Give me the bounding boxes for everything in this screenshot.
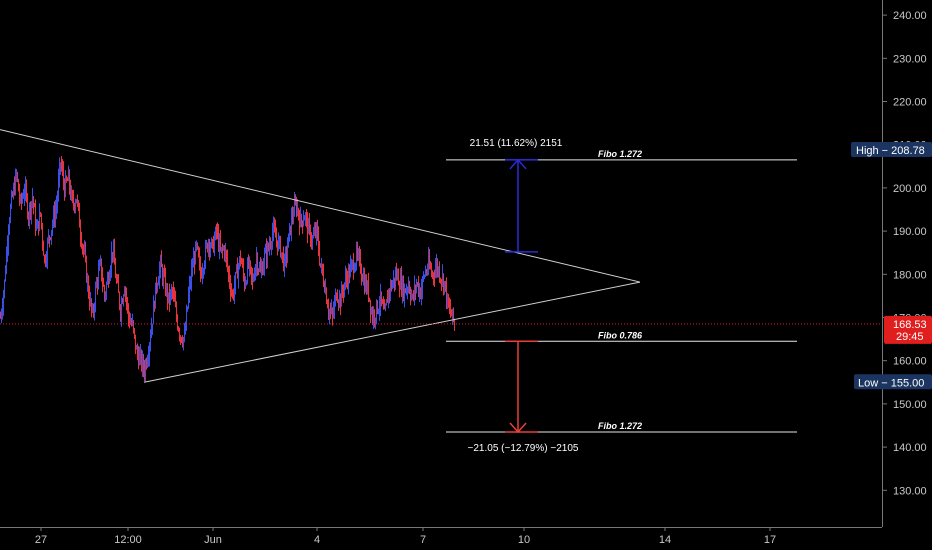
y-tick-label: 150.00 (893, 399, 927, 411)
y-tick-label: 220.00 (893, 97, 927, 109)
high-badge-label: High − 208.78 (856, 145, 925, 157)
measure-up-arrowhead (509, 158, 527, 170)
measure-down-label: −21.05 (−12.79%) −2105 (468, 443, 579, 454)
price-badge: 168.53 29:45 (884, 315, 932, 344)
y-tick-label: 190.00 (893, 226, 927, 238)
low-badge: Low − 155.00 (854, 374, 932, 390)
triangle-trend-lines[interactable] (0, 129, 641, 383)
price-series (0, 155, 455, 382)
x-axis-ticks[interactable]: 27 12:00 Jun 4 7 10 14 17 (35, 527, 776, 546)
measure-down-arrowhead (509, 422, 527, 434)
x-tick-label: 12:00 (114, 534, 142, 546)
fibonacci-levels[interactable]: Fibo 1.272 Fibo 0.786 Fibo 1.272 (446, 149, 797, 433)
measure-arrows[interactable]: 21.51 (11.62%) 2151 −21.05 (−12.79%) −210… (468, 138, 579, 454)
y-tick-label: 230.00 (893, 53, 927, 65)
x-tick-label: 7 (420, 534, 426, 546)
y-tick-label: 240.00 (893, 10, 927, 22)
high-badge: High − 208.78 (851, 141, 932, 157)
y-tick-label: 200.00 (893, 183, 927, 195)
lower-trend-line[interactable] (143, 281, 641, 383)
y-tick-label: 160.00 (893, 356, 927, 368)
x-tick-label: 27 (35, 534, 47, 546)
y-tick-label: 130.00 (893, 485, 927, 497)
fibo-level-label: Fibo 0.786 (598, 330, 643, 340)
fibo-level-label: Fibo 1.272 (598, 149, 642, 159)
x-tick-label: 10 (518, 534, 530, 546)
price-badge-value: 168.53 (893, 319, 927, 331)
x-tick-label: 17 (764, 534, 776, 546)
price-badge-countdown: 29:45 (896, 331, 924, 343)
low-badge-label: Low − 155.00 (858, 377, 924, 389)
x-tick-label: 14 (659, 534, 671, 546)
fibo-level-label: Fibo 1.272 (598, 421, 642, 431)
y-tick-label: 140.00 (893, 442, 927, 454)
y-tick-label: 180.00 (893, 269, 927, 281)
measure-up-label: 21.51 (11.62%) 2151 (470, 138, 563, 149)
x-tick-label: 4 (314, 534, 320, 546)
x-tick-label: Jun (204, 534, 222, 546)
upper-trend-line[interactable] (0, 129, 641, 283)
